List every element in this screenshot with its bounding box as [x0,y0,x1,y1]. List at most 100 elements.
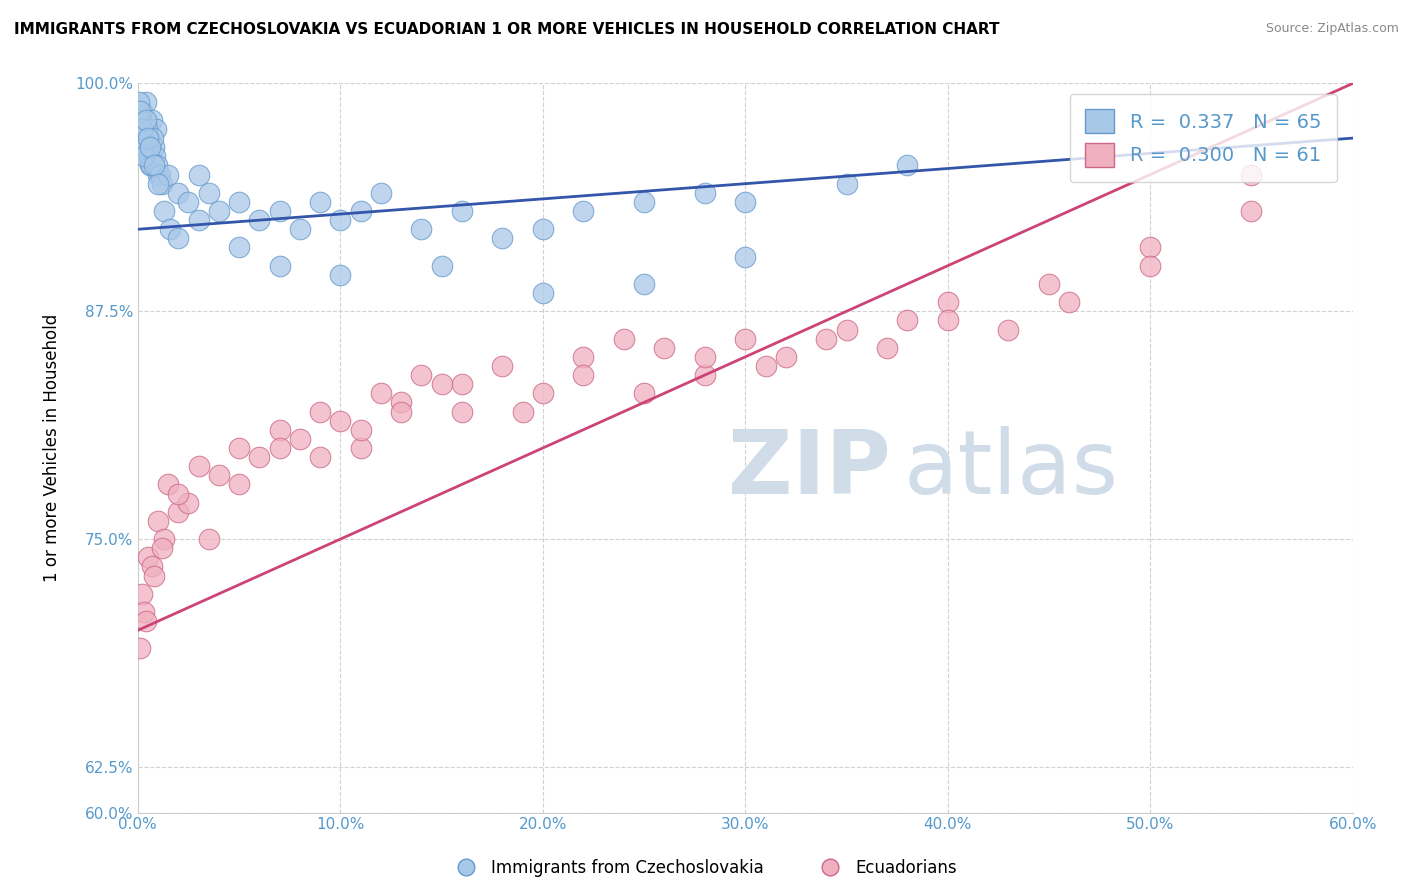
Point [450,204,472,219]
Point [896,158,918,172]
Point [167,505,190,519]
Point [139,158,162,172]
Point [815,332,838,346]
Point [228,441,250,455]
Point [572,368,595,382]
Point [531,222,554,236]
Point [411,222,433,236]
Point [411,368,433,382]
Point [159,222,181,236]
Point [329,414,352,428]
Point [329,268,352,282]
Point [157,477,180,491]
Point [775,350,797,364]
Point [269,423,291,437]
Point [1057,295,1080,310]
Point [734,194,756,209]
Point [633,194,655,209]
Point [572,204,595,219]
Point [145,122,167,136]
Text: ZIP: ZIP [728,426,891,514]
Point [141,559,163,574]
Point [142,131,165,145]
Point [370,186,392,200]
Point [876,341,898,355]
Point [132,149,155,163]
Point [309,194,332,209]
Point [138,149,160,163]
Point [1139,259,1161,273]
Point [150,177,173,191]
Point [208,204,231,219]
Point [177,194,200,209]
Point [936,313,959,327]
Point [167,231,190,245]
Point [389,395,412,409]
Point [1139,240,1161,254]
Point [139,140,162,154]
Point [134,140,156,154]
Point [132,149,155,163]
Point [613,332,636,346]
Point [835,177,858,191]
Point [131,103,153,118]
Point [430,259,453,273]
Legend: Immigrants from Czechoslovakia, Ecuadorians: Immigrants from Czechoslovakia, Ecuadori… [443,853,963,884]
Point [208,468,231,483]
Point [512,404,534,418]
Point [128,641,150,656]
Point [734,332,756,346]
Point [228,477,250,491]
Text: Source: ZipAtlas.com: Source: ZipAtlas.com [1265,22,1399,36]
Point [143,149,166,163]
Point [349,441,371,455]
Point [936,295,959,310]
Point [136,550,159,565]
Point [143,158,166,172]
Point [247,450,270,464]
Text: IMMIGRANTS FROM CZECHOSLOVAKIA VS ECUADORIAN 1 OR MORE VEHICLES IN HOUSEHOLD COR: IMMIGRANTS FROM CZECHOSLOVAKIA VS ECUADO… [14,22,1000,37]
Point [754,359,776,373]
Point [177,496,200,510]
Point [734,250,756,264]
Point [153,532,176,546]
Point [309,404,332,418]
Point [1240,204,1263,219]
Point [491,359,513,373]
Point [309,450,332,464]
Y-axis label: 1 or more Vehicles in Household: 1 or more Vehicles in Household [44,314,60,582]
Point [141,112,163,127]
Point [389,404,412,418]
Point [146,158,169,172]
Point [153,204,176,219]
Point [531,386,554,401]
Point [131,122,153,136]
Point [128,103,150,118]
Point [143,140,166,154]
Point [197,186,219,200]
Point [135,95,157,109]
Point [896,313,918,327]
Point [652,341,675,355]
Point [531,286,554,301]
Point [633,386,655,401]
Point [187,168,209,182]
Point [1038,277,1060,291]
Point [288,222,311,236]
Point [136,131,159,145]
Point [132,131,155,145]
Point [269,259,291,273]
Point [146,177,169,191]
Point [247,213,270,227]
Point [693,368,716,382]
Point [370,386,392,401]
Point [288,432,311,446]
Point [269,441,291,455]
Point [157,168,180,182]
Point [329,213,352,227]
Point [1240,168,1263,182]
Point [430,377,453,392]
Point [150,541,173,556]
Text: atlas: atlas [903,426,1118,514]
Point [167,486,190,500]
